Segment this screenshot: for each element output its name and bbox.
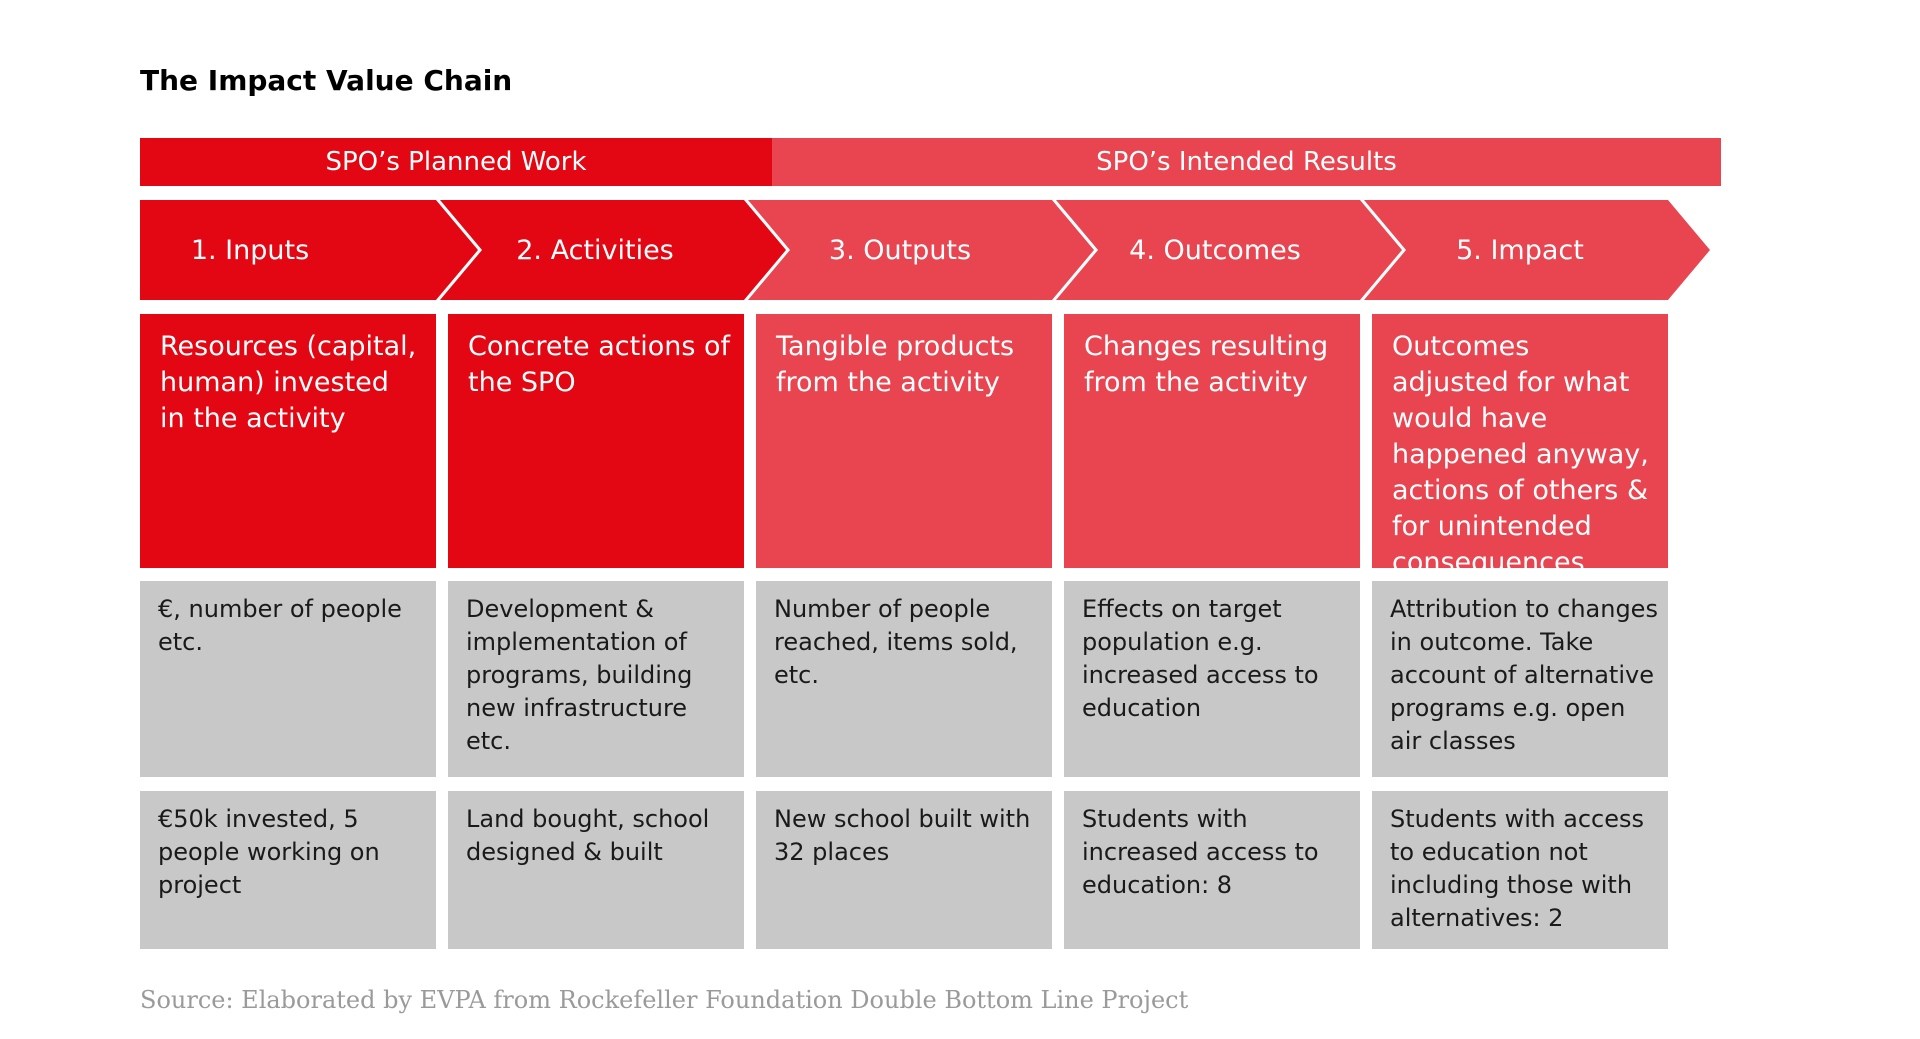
example-outputs: New school built with 32 places	[756, 791, 1052, 949]
chevron-activities	[440, 200, 786, 300]
metric-outputs: Number of people reached, items sold, et…	[756, 581, 1052, 777]
metric-inputs: €, number of people etc.	[140, 581, 436, 777]
stage-label-outputs: 3. Outputs	[828, 234, 972, 266]
stage-label-inputs: 1. Inputs	[190, 234, 310, 266]
chevron-impact	[1364, 200, 1710, 300]
source-note: Source: Elaborated by EVPA from Rockefel…	[140, 986, 1189, 1014]
chevron-row	[140, 200, 1710, 300]
example-outcomes: Students with increased access to educat…	[1064, 791, 1360, 949]
description-outputs: Tangible products from the activity	[756, 314, 1052, 568]
example-impact: Students with access to education not in…	[1372, 791, 1668, 949]
planned-work-label: SPO’s Planned Work	[325, 147, 587, 177]
example-inputs: €50k invested, 5 people working on proje…	[140, 791, 436, 949]
metric-impact: Attribution to changes in outcome. Take …	[1372, 581, 1668, 777]
description-activities: Concrete actions of the SPO	[448, 314, 744, 568]
description-impact: Outcomes adjusted for what would have ha…	[1372, 314, 1668, 578]
chevron-outputs	[748, 200, 1094, 300]
metric-activities: Development & implementation of programs…	[448, 581, 744, 777]
chevron-inputs	[140, 200, 478, 300]
description-outcomes: Changes resulting from the activity	[1064, 314, 1360, 568]
planned-work-band: SPO’s Planned Work	[140, 138, 772, 186]
stage-label-impact: 5. Impact	[1456, 234, 1584, 266]
metric-outcomes: Effects on target population e.g. increa…	[1064, 581, 1360, 777]
description-inputs: Resources (capital, human) invested in t…	[140, 314, 436, 568]
stage-label-activities: 2. Activities	[516, 234, 674, 266]
intended-results-band: SPO’s Intended Results	[772, 138, 1721, 186]
chevron-outcomes	[1056, 200, 1402, 300]
stage-label-outcomes: 4. Outcomes	[1129, 234, 1301, 266]
example-activities: Land bought, school designed & built	[448, 791, 744, 949]
page-title: The Impact Value Chain	[140, 64, 513, 97]
intended-results-label: SPO’s Intended Results	[1096, 147, 1397, 177]
